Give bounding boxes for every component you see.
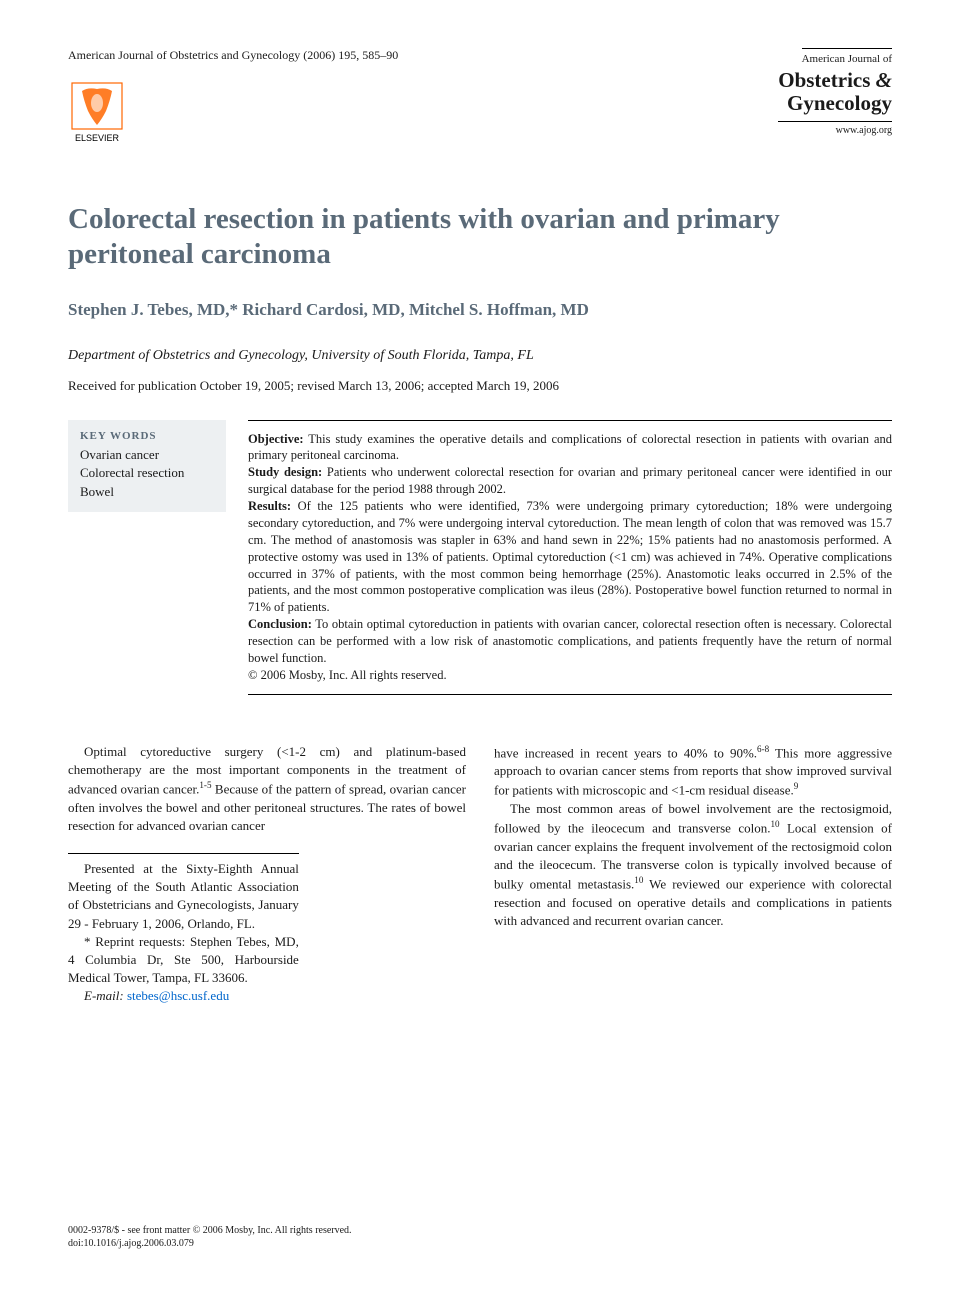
journal-line1: Obstetrics	[778, 68, 870, 92]
keyword-item: Colorectal resection	[80, 464, 214, 483]
abstract-copyright: © 2006 Mosby, Inc. All rights reserved.	[248, 667, 892, 684]
body-column-right: have increased in recent years to 40% to…	[494, 743, 892, 1006]
authors-line: Stephen J. Tebes, MD,* Richard Cardosi, …	[68, 300, 892, 320]
body-paragraph: The most common areas of bowel involveme…	[494, 800, 892, 930]
keywords-title: KEY WORDS	[80, 430, 214, 442]
header-left: American Journal of Obstetrics and Gynec…	[68, 48, 398, 148]
conclusion-label: Conclusion:	[248, 617, 312, 631]
body-text: have increased in recent years to 40% to…	[494, 745, 757, 760]
footnote: * Reprint requests: Stephen Tebes, MD, 4…	[68, 933, 299, 988]
front-matter-line: 0002-9378/$ - see front matter © 2006 Mo…	[68, 1224, 352, 1237]
email-label: E-mail:	[84, 988, 124, 1003]
header-right: American Journal of Obstetrics & Gynecol…	[778, 48, 892, 136]
page-header: American Journal of Obstetrics and Gynec…	[68, 48, 892, 148]
citation-line: American Journal of Obstetrics and Gynec…	[68, 48, 398, 63]
bottom-metadata: 0002-9378/$ - see front matter © 2006 Mo…	[68, 1224, 352, 1250]
journal-prefix: American Journal of	[802, 48, 892, 65]
abstract-conclusion: Conclusion: To obtain optimal cytoreduct…	[248, 616, 892, 667]
body-columns: Optimal cytoreductive surgery (<1-2 cm) …	[68, 743, 892, 1006]
article-title: Colorectal resection in patients with ov…	[68, 202, 892, 272]
footnote-email: E-mail: stebes@hsc.usf.edu	[68, 987, 299, 1005]
conclusion-text: To obtain optimal cytoreduction in patie…	[248, 617, 892, 665]
abstract-design: Study design: Patients who underwent col…	[248, 464, 892, 498]
body-paragraph: Optimal cytoreductive surgery (<1-2 cm) …	[68, 743, 466, 835]
email-link[interactable]: stebes@hsc.usf.edu	[127, 988, 229, 1003]
design-label: Study design:	[248, 465, 322, 479]
affiliation: Department of Obstetrics and Gynecology,…	[68, 348, 892, 364]
citation-ref[interactable]: 1-5	[199, 780, 211, 790]
journal-url[interactable]: www.ajog.org	[778, 121, 892, 136]
results-label: Results:	[248, 499, 291, 513]
abstract-text: Objective: This study examines the opera…	[248, 420, 892, 695]
abstract-objective: Objective: This study examines the opera…	[248, 431, 892, 465]
journal-name: Obstetrics & Gynecology	[778, 69, 892, 115]
body-column-left: Optimal cytoreductive surgery (<1-2 cm) …	[68, 743, 466, 1006]
results-text: Of the 125 patients who were identified,…	[248, 499, 892, 614]
keyword-item: Ovarian cancer	[80, 446, 214, 465]
objective-label: Objective:	[248, 432, 304, 446]
objective-text: This study examines the operative detail…	[248, 432, 892, 463]
design-text: Patients who underwent colorectal resect…	[248, 465, 892, 496]
elsevier-logo: ELSEVIER	[68, 81, 398, 148]
citation-ref[interactable]: 6-8	[757, 744, 769, 754]
abstract-block: KEY WORDS Ovarian cancer Colorectal rese…	[68, 420, 892, 695]
journal-line2: Gynecology	[787, 91, 892, 115]
abstract-results: Results: Of the 125 patients who were id…	[248, 498, 892, 616]
keywords-box: KEY WORDS Ovarian cancer Colorectal rese…	[68, 420, 226, 513]
footnotes-block: Presented at the Sixty-Eighth Annual Mee…	[68, 853, 299, 1006]
citation-ref[interactable]: 10	[634, 875, 643, 885]
svg-text:ELSEVIER: ELSEVIER	[75, 133, 120, 143]
keyword-item: Bowel	[80, 483, 214, 502]
body-paragraph: have increased in recent years to 40% to…	[494, 743, 892, 800]
citation-ref[interactable]: 10	[770, 819, 779, 829]
citation-ref[interactable]: 9	[794, 781, 799, 791]
journal-ampersand: &	[876, 68, 892, 92]
publication-dates: Received for publication October 19, 200…	[68, 378, 892, 394]
doi-line: doi:10.1016/j.ajog.2006.03.079	[68, 1237, 352, 1250]
footnote: Presented at the Sixty-Eighth Annual Mee…	[68, 860, 299, 933]
